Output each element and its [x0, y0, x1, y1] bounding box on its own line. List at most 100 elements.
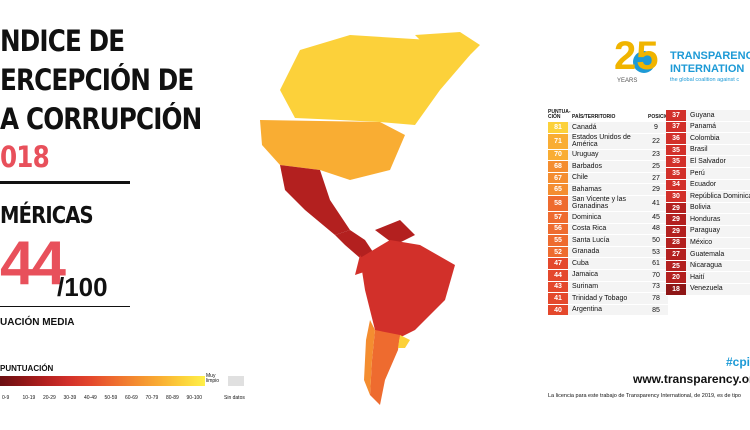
- legend-gradient: [0, 376, 205, 386]
- license: La licencia para este trabajo de Transpa…: [548, 393, 741, 399]
- country-cell: Trinidad y Tobago: [568, 293, 644, 304]
- title-line: NDICE DE: [0, 24, 125, 58]
- country-cell: Granada: [568, 246, 644, 258]
- country-cell: Brasil: [686, 144, 750, 156]
- country-cell: República Dominicana: [686, 191, 750, 202]
- table-row: 25 Nicaragua: [666, 260, 750, 273]
- country-cell: Santa Lucía: [568, 235, 644, 246]
- country-cell: Argentina: [568, 304, 644, 316]
- country-cell: Bolivia: [686, 202, 750, 214]
- country-cell: Cuba: [568, 258, 644, 269]
- rank-cell: 85: [644, 304, 668, 316]
- rank-cell: 41: [644, 195, 668, 211]
- country-cell: Paraguay: [686, 225, 750, 237]
- rank-cell: 27: [644, 172, 668, 184]
- table-row: 55 Santa Lucía 50: [548, 235, 672, 247]
- table-header: PUNTUA-CIÓN PAÍS/TERRITORIO POSICIÓN: [548, 106, 672, 122]
- table-row: 29 Honduras: [666, 214, 750, 226]
- rank-cell: 73: [644, 281, 668, 293]
- table-row: 52 Granada 53: [548, 246, 672, 259]
- score-cell: 30: [666, 191, 686, 202]
- country-cell: Guyana: [686, 110, 750, 121]
- score-cell: 81: [548, 122, 568, 133]
- score-cell: 57: [548, 211, 568, 223]
- table-row: 34 Ecuador: [666, 179, 750, 192]
- country-cell: Bahamas: [568, 184, 644, 195]
- table-left: PUNTUA-CIÓN PAÍS/TERRITORIO POSICIÓN 81 C…: [548, 106, 672, 317]
- rank-cell: 53: [644, 246, 668, 258]
- table-row: 58 San Vicente y las Granadinas 41: [548, 195, 672, 212]
- country-cell: Chile: [568, 172, 644, 184]
- region-name: MÉRICAS: [0, 203, 94, 229]
- score-cell: 65: [548, 184, 568, 195]
- rank-cell: 50: [644, 235, 668, 246]
- score-cell: 35: [666, 144, 686, 156]
- score-cell: 40: [548, 304, 568, 316]
- score-cell: 70: [548, 149, 568, 161]
- table-row: 56 Costa Rica 48: [548, 223, 672, 236]
- table-row: 37 Guyana: [666, 110, 750, 122]
- score-cell: 36: [666, 133, 686, 144]
- legend-bin-label: 0-9: [2, 395, 10, 401]
- legend-no-data: Sin datos: [224, 395, 245, 401]
- score-cell: 29: [666, 225, 686, 237]
- greenland: [415, 32, 480, 70]
- score-cell: 55: [548, 235, 568, 246]
- hashtag: #cpi: [726, 355, 750, 369]
- legend-bin-label: 30-39: [63, 395, 77, 401]
- logo-name: TRANSPARENC: [670, 50, 750, 62]
- uruguay: [398, 335, 410, 348]
- table-row: 65 Bahamas 29: [548, 184, 672, 196]
- rank-cell: 9: [644, 122, 668, 133]
- score-cell: 29: [666, 202, 686, 214]
- logo-tagline: the global coalition against c: [670, 77, 740, 83]
- table-row: 35 El Salvador: [666, 156, 750, 168]
- rank-cell: 61: [644, 258, 668, 269]
- south-america-north: [360, 240, 455, 340]
- legend-bin-label: 90-100: [186, 395, 203, 401]
- divider: [0, 306, 130, 307]
- logo-number: 25: [614, 34, 659, 78]
- legend-bin-label: 10-19: [22, 395, 36, 401]
- score-cell: 35: [666, 156, 686, 167]
- score-cell: 52: [548, 246, 568, 258]
- legend-bin-label: 80-89: [166, 395, 179, 401]
- legend-bin-label: 70-79: [145, 395, 159, 401]
- table-row: 29 Bolivia: [666, 202, 750, 215]
- rank-cell: 70: [644, 269, 668, 281]
- table-row: 70 Uruguay 23: [548, 149, 672, 162]
- score-cell: 43: [548, 281, 568, 293]
- region-score: 44: [0, 229, 66, 298]
- legend-bin-label: 20-29: [43, 395, 56, 401]
- country-cell: Nicaragua: [686, 260, 750, 272]
- country-cell: Colombia: [686, 133, 750, 144]
- legend-bin-label: 50-59: [104, 395, 118, 401]
- region-out-of: /100: [57, 272, 108, 302]
- logo-mark: [633, 51, 655, 73]
- table-row: 47 Cuba 61: [548, 258, 672, 270]
- rank-cell: 23: [644, 149, 668, 161]
- table-row: 57 Dominica 45: [548, 211, 672, 224]
- country-cell: San Vicente y las Granadinas: [568, 195, 644, 211]
- table-row: 29 Paraguay: [666, 225, 750, 238]
- mexico: [280, 165, 350, 235]
- score-cell: 37: [666, 110, 686, 121]
- rank-cell: 78: [644, 293, 668, 304]
- country-cell: Dominica: [568, 211, 644, 223]
- score-cell: 41: [548, 293, 568, 304]
- table-row: 43 Surinam 73: [548, 281, 672, 294]
- score-cell: 68: [548, 161, 568, 172]
- score-cell: 67: [548, 172, 568, 184]
- country-cell: Estados Unidos de América: [568, 133, 644, 149]
- table-row: 37 Panamá: [666, 121, 750, 134]
- country-cell: Canadá: [568, 122, 644, 133]
- rank-cell: 45: [644, 211, 668, 223]
- legend-clean: Muy limpio: [206, 373, 220, 384]
- score-cell: 25: [666, 260, 686, 272]
- rank-cell: 48: [644, 223, 668, 235]
- country-cell: Barbados: [568, 161, 644, 172]
- score-caption: UACIÓN MEDIA: [0, 317, 75, 328]
- header-rank: POSICIÓN: [648, 114, 673, 120]
- score-cell: 20: [666, 272, 686, 283]
